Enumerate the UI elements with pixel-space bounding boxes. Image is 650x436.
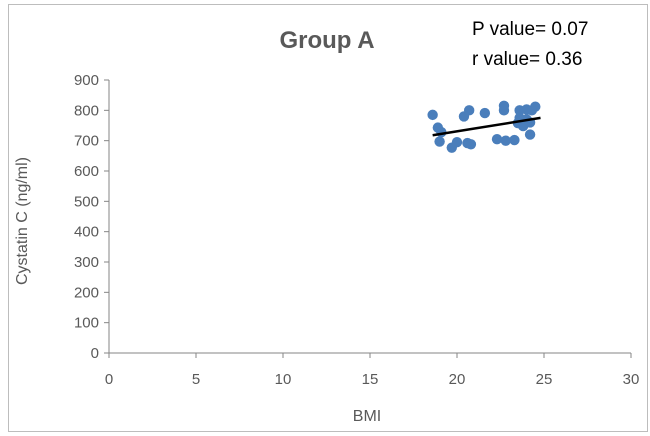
y-tick-label: 900 [74,72,99,89]
p-value-annotation: P value= 0.07 [472,19,588,40]
x-tick-label: 25 [536,371,553,388]
y-tick-label: 400 [74,224,99,241]
x-tick-label: 20 [449,371,466,388]
y-tick-label: 500 [74,193,99,210]
data-point [451,136,463,148]
data-point [500,135,511,146]
data-point [434,136,445,147]
data-point [463,105,475,116]
data-point [479,107,491,119]
x-tick-label: 15 [362,371,379,388]
data-point [524,129,536,140]
y-tick-label: 600 [74,163,99,180]
y-tick-label: 300 [74,254,99,271]
y-tick-label: 100 [74,315,99,332]
x-tick-label: 5 [192,371,200,388]
data-point [491,133,503,145]
trend-line [432,116,541,137]
chart-frame: Cystatin C (ng/ml) Group A P value= 0.07… [8,4,648,432]
x-tick-label: 30 [623,371,640,388]
data-point [498,100,510,111]
data-point [509,134,520,146]
x-axis-label: BMI [353,408,381,425]
scatter-chart: Cystatin C (ng/ml) Group A P value= 0.07… [14,19,640,425]
y-tick-label: 200 [74,284,99,301]
data-point [427,109,438,121]
chart-title: Group A [279,27,374,54]
r-value-annotation: r value= 0.36 [472,49,582,70]
data-point [465,139,477,150]
y-tick-label: 800 [74,102,99,119]
y-tick-label: 0 [91,345,99,362]
y-axis-label: Cystatin C (ng/ml) [14,157,31,285]
data-point [526,105,538,116]
y-tick-label: 700 [74,133,99,150]
x-tick-label: 0 [105,371,113,388]
x-tick-label: 10 [275,371,292,388]
